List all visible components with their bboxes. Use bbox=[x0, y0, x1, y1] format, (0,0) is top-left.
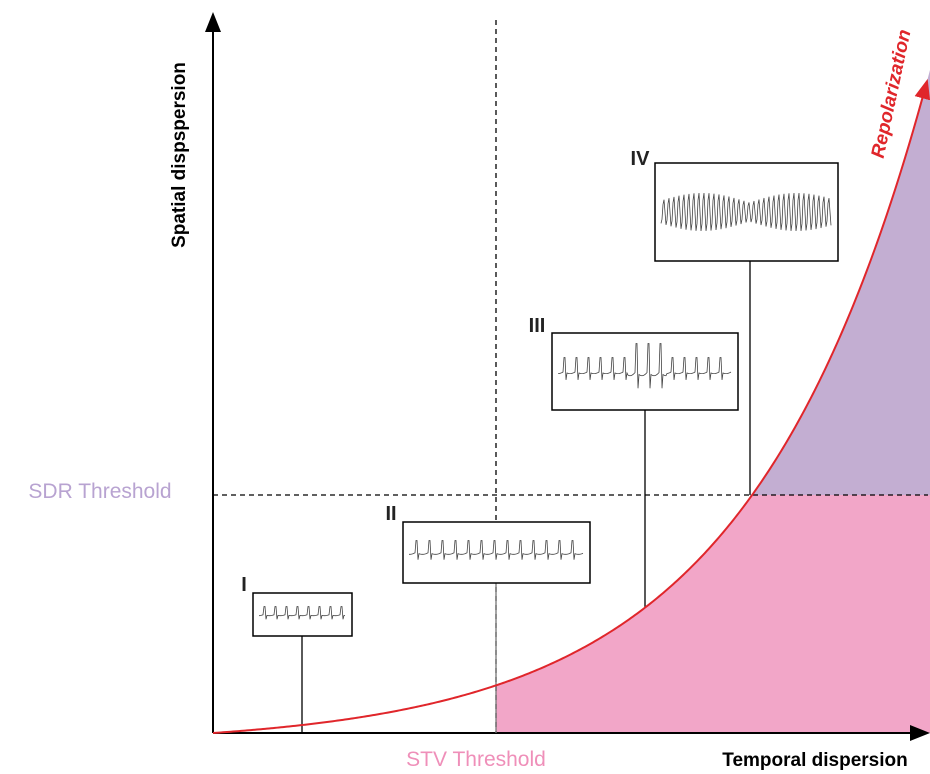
stage-label: II bbox=[385, 503, 396, 525]
curve-label: Repolarization bbox=[868, 28, 916, 160]
sdr-region bbox=[750, 70, 930, 498]
y-axis-label: Spatial dispspersion bbox=[169, 62, 190, 248]
stage-label: III bbox=[529, 315, 546, 337]
ecg-box bbox=[403, 522, 590, 583]
ecg-box bbox=[552, 333, 738, 410]
stage-label: IV bbox=[631, 148, 651, 170]
ecg-box bbox=[253, 593, 352, 636]
sdr-label: SDR Threshold bbox=[28, 480, 171, 503]
x-axis-label: Temporal dispersion bbox=[722, 750, 907, 771]
diagram: Spatial dispspersion Temporal dispersion… bbox=[0, 0, 930, 774]
stv-label: STV Threshold bbox=[406, 748, 546, 771]
stage-label: I bbox=[241, 574, 247, 596]
